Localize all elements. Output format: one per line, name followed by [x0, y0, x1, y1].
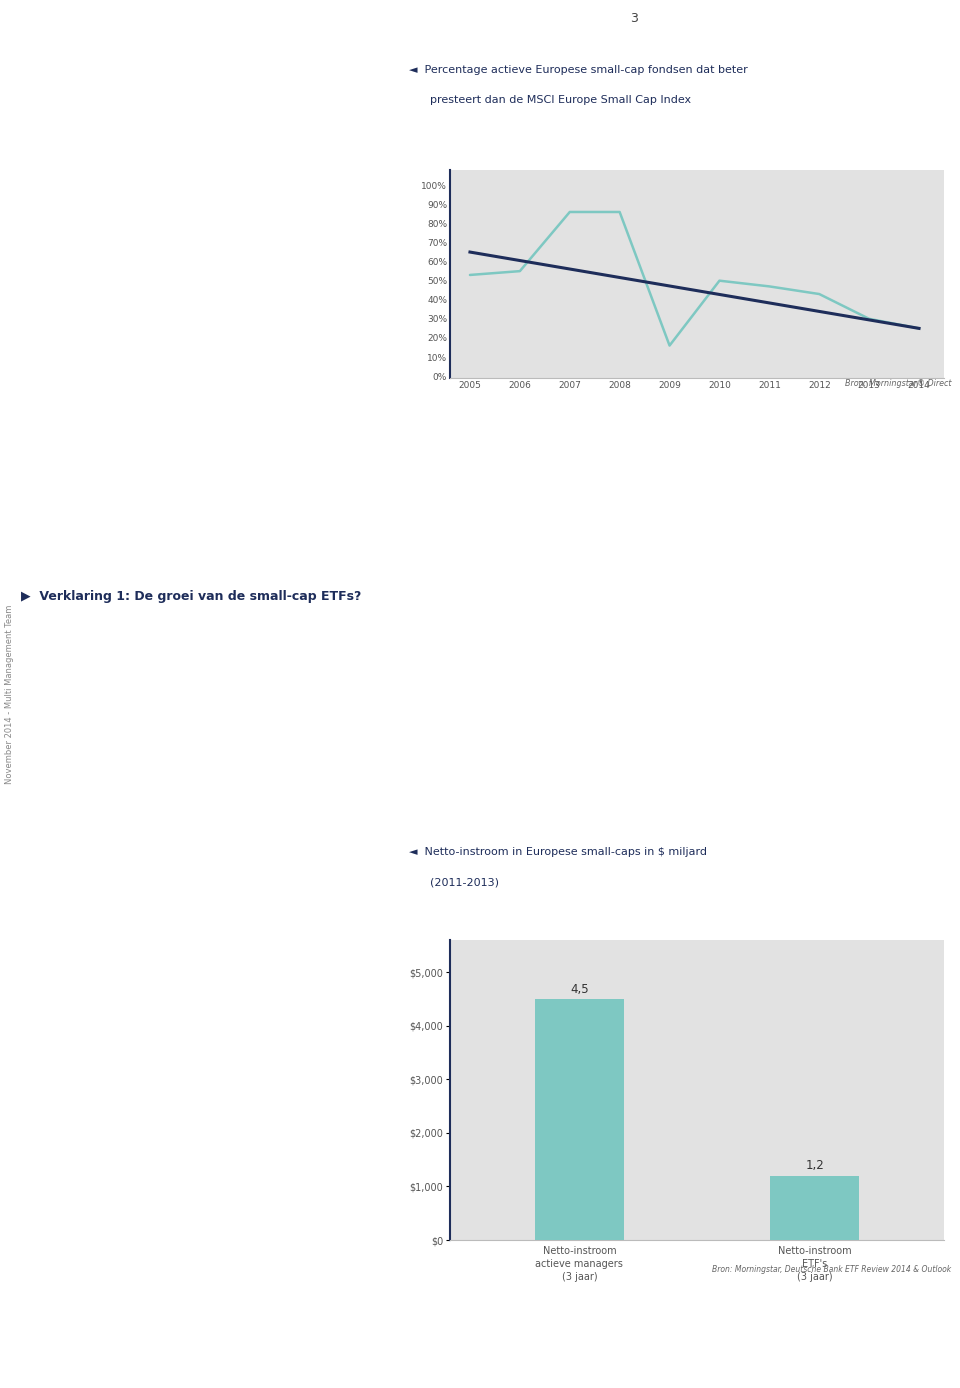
Text: ◄  Percentage actieve Europese small-cap fondsen dat beter: ◄ Percentage actieve Europese small-cap … [409, 65, 748, 75]
Text: ◄  Netto-instroom in Europese small-caps in $ miljard: ◄ Netto-instroom in Europese small-caps … [409, 847, 708, 856]
Text: Bron: Morningstar® Direct: Bron: Morningstar® Direct [845, 379, 951, 387]
Text: 3: 3 [630, 12, 637, 25]
Text: 1,2: 1,2 [805, 1159, 824, 1173]
Text: ▶  Verklaring 1: De groei van de small-cap ETFs?: ▶ Verklaring 1: De groei van de small-ca… [21, 590, 362, 602]
Text: Bron: Morningstar, Deutsche Bank ETF Review 2014 & Outlook: Bron: Morningstar, Deutsche Bank ETF Rev… [712, 1264, 951, 1274]
Text: presteert dan de MSCI Europe Small Cap Index: presteert dan de MSCI Europe Small Cap I… [430, 96, 691, 105]
Text: November 2014 - Multi Management Team: November 2014 - Multi Management Team [5, 604, 14, 784]
Text: (2011-2013): (2011-2013) [430, 877, 499, 887]
Bar [770, 1176, 859, 1239]
Text: 4,5: 4,5 [570, 983, 588, 995]
Bar [535, 999, 624, 1239]
